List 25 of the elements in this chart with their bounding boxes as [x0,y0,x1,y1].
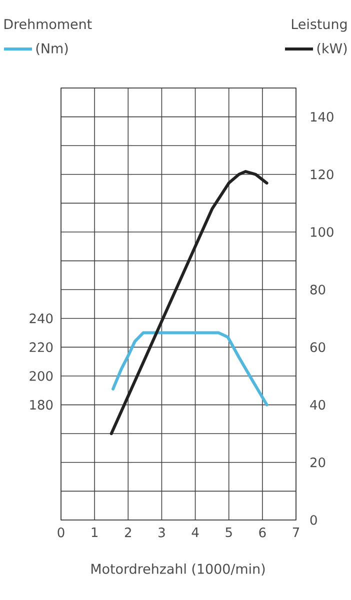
y-tick-label: 220 [30,342,53,352]
y-tick-label: 200 [30,371,53,381]
x-tick-label: 5 [226,528,232,538]
x-axis-title: Motordrehzahl (1000/min) [92,564,265,576]
x-tick-label: 3 [158,528,165,538]
y-axis-title: Drehmoment [4,18,92,30]
y2-tick-label: 80 [310,284,326,294]
x-tick-label: 1 [92,528,98,537]
x-tick-label: 7 [292,528,300,537]
x-tick-label: 0 [58,528,64,538]
y2-tick-label: 100 [310,227,334,237]
y2-axis-title: Leistung [292,18,347,32]
y-tick-label: 240 [30,314,53,324]
y2-tick-label: 40 [310,400,326,410]
y2-tick-label: 0 [310,515,317,525]
legend-label: (kW) [317,43,347,55]
x-tick-label: 2 [124,528,131,538]
y-tick-label: 180 [30,400,53,410]
y2-tick-label: 140 [310,112,334,122]
x-tick-label: 6 [259,528,266,538]
y2-tick-label: 60 [310,342,326,352]
x-tick-label: 4 [192,528,199,537]
y2-tick-label: 120 [310,169,334,180]
y2-tick-label: 20 [310,458,326,468]
legend-label: (Nm) [36,43,68,55]
